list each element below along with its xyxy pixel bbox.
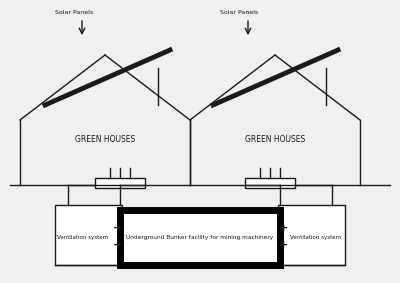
Text: Underground Bunker facility for mining machinery: Underground Bunker facility for mining m… <box>126 235 274 241</box>
Text: Ventilation system: Ventilation system <box>57 235 108 241</box>
Text: GREEN HOUSES: GREEN HOUSES <box>75 136 135 145</box>
Text: Solar Panels: Solar Panels <box>55 10 93 16</box>
Bar <box>55 205 122 265</box>
Text: GREEN HOUSES: GREEN HOUSES <box>245 136 305 145</box>
Text: +: + <box>112 240 122 250</box>
Bar <box>278 205 345 265</box>
Text: +: + <box>112 223 122 233</box>
Bar <box>120 210 280 265</box>
Bar <box>245 178 295 188</box>
Text: Ventilation system: Ventilation system <box>290 235 341 241</box>
Text: +: + <box>278 223 288 233</box>
Text: +: + <box>278 240 288 250</box>
Text: Solar Panels: Solar Panels <box>220 10 258 16</box>
Bar <box>95 178 145 188</box>
